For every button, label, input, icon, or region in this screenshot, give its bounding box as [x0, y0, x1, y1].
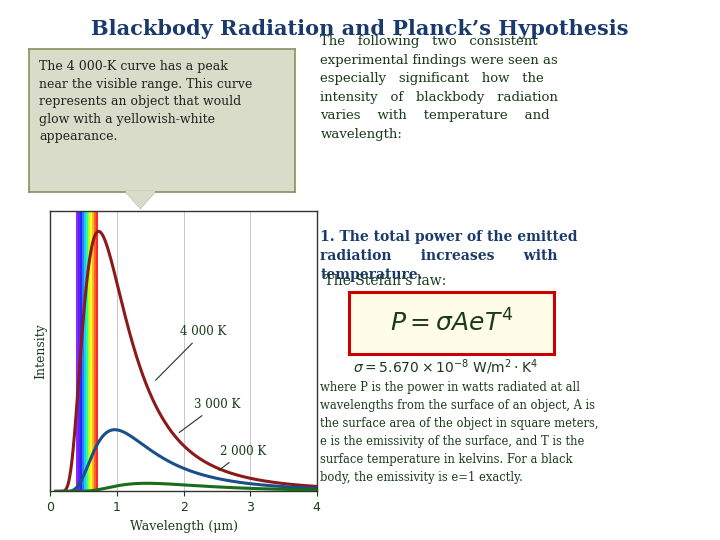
- Bar: [82, 211, 84, 491]
- Text: The Stefan’s law:: The Stefan’s law:: [320, 274, 446, 288]
- Text: 2 000 K: 2 000 K: [219, 445, 266, 470]
- Text: $P = \sigma A e T^4$: $P = \sigma A e T^4$: [390, 309, 513, 336]
- Bar: [94, 211, 96, 491]
- X-axis label: Wavelength (μm): Wavelength (μm): [130, 519, 238, 532]
- Text: where P is the power in watts radiated at all
wavelengths from the surface of an: where P is the power in watts radiated a…: [320, 381, 599, 484]
- Bar: [86, 211, 88, 491]
- Text: 4 000 K: 4 000 K: [156, 326, 227, 380]
- Bar: [76, 211, 78, 491]
- Text: Blackbody Radiation and Planck’s Hypothesis: Blackbody Radiation and Planck’s Hypothe…: [91, 19, 629, 39]
- Bar: [92, 211, 94, 491]
- Bar: [90, 211, 92, 491]
- Text: The 4 000-K curve has a peak
near the visible range. This curve
represents an ob: The 4 000-K curve has a peak near the vi…: [40, 60, 253, 143]
- Bar: [84, 211, 86, 491]
- Bar: [78, 211, 80, 491]
- Text: 3 000 K: 3 000 K: [179, 398, 240, 433]
- Bar: [88, 211, 90, 491]
- Bar: [80, 211, 82, 491]
- Text: $\sigma = 5.670 \times 10^{-8}\ \mathrm{W/m^2 \cdot K^4}$: $\sigma = 5.670 \times 10^{-8}\ \mathrm{…: [353, 357, 538, 377]
- Y-axis label: Intensity: Intensity: [35, 323, 48, 379]
- Bar: [96, 211, 99, 491]
- Text: 1. The total power of the emitted
radiation      increases      with
temperature: 1. The total power of the emitted radiat…: [320, 230, 578, 282]
- Text: The   following   two   consistent
experimental findings were seen as
especially: The following two consistent experimenta…: [320, 35, 558, 140]
